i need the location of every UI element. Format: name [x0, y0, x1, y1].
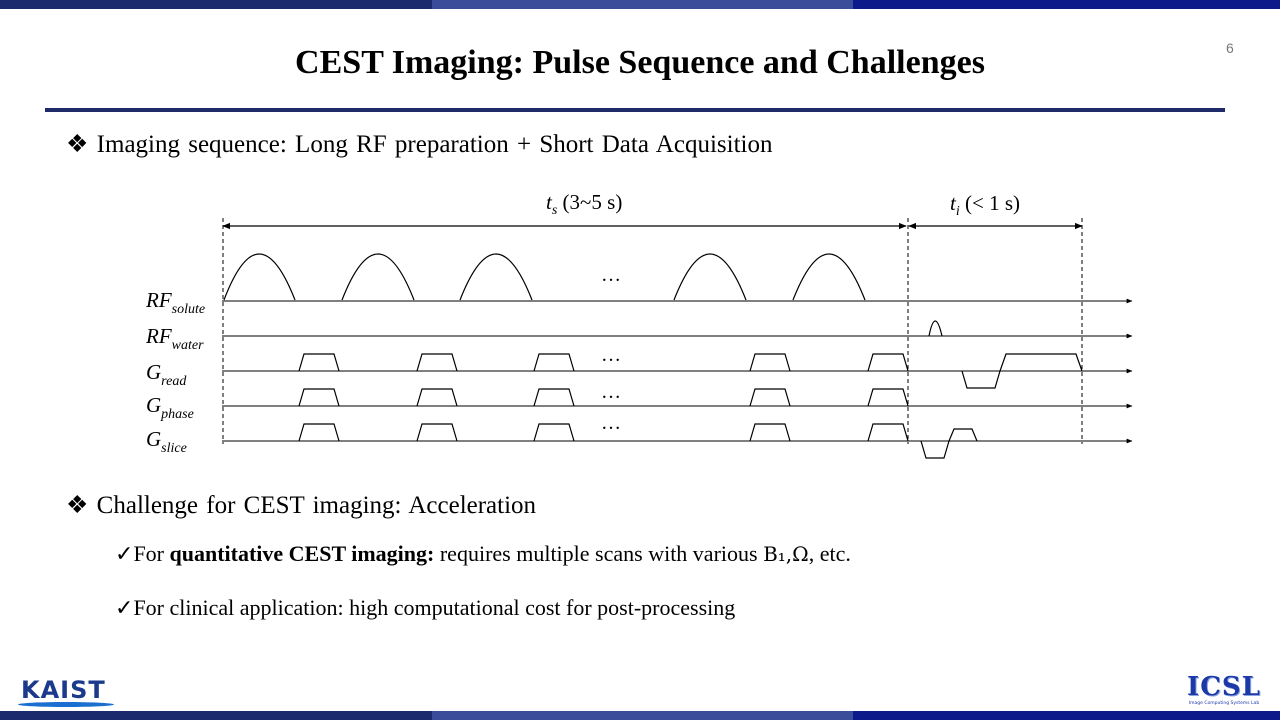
top-color-bar — [0, 0, 1280, 9]
bullet-text: Imaging sequence: Long RF preparation + … — [96, 131, 773, 158]
saturation-rf-pulse — [223, 253, 296, 301]
check-icon: ✓ — [115, 541, 134, 566]
slice-select-gradient — [948, 428, 978, 442]
saturation-rf-pulse — [459, 253, 533, 301]
emphasis-text: quantitative CEST imaging: — [169, 541, 435, 566]
bullet-challenge: ❖ Challenge for CEST imaging: Accelerati… — [66, 490, 536, 520]
slide-title: CEST Imaging: Pulse Sequence and Challen… — [295, 44, 985, 81]
bullet-text: Challenge for CEST imaging: Acceleration — [96, 492, 537, 519]
saturation-rf-pulse — [341, 253, 415, 301]
channel-label-rf-water: RFwater — [145, 324, 204, 353]
bottom-color-bar — [0, 711, 1280, 720]
channel-label-rf-solute: RFsolute — [145, 288, 205, 317]
diamond-bullet-icon: ❖ — [66, 492, 89, 519]
icsl-logo: ICSL Image Computing Systems Lab — [1187, 672, 1261, 706]
page-number: 6 — [1226, 40, 1234, 56]
rf-ellipsis: … — [601, 264, 621, 286]
diamond-bullet-icon: ❖ — [66, 131, 89, 158]
saturation-time-label: ts (3~5 s) — [546, 190, 622, 218]
g-phase-ellipsis: … — [601, 381, 621, 403]
crusher-gradients-read — [298, 353, 909, 372]
title-underline — [45, 108, 1225, 112]
subbullet-quantitative: ✓For quantitative CEST imaging: requires… — [115, 541, 851, 566]
kaist-swoosh-icon — [18, 702, 114, 707]
channel-label-g-read: Gread — [146, 360, 187, 389]
channel-label-g-slice: Gslice — [146, 427, 187, 456]
channel-label-g-phase: Gphase — [146, 393, 194, 422]
readout-gradient — [999, 353, 1083, 372]
math-expression: B₁,Ω — [763, 542, 809, 566]
crusher-gradients-slice — [298, 423, 909, 442]
saturation-rf-pulse — [792, 253, 866, 301]
saturation-rf-pulse — [673, 253, 747, 301]
kaist-logo: KAIST — [18, 676, 118, 710]
crusher-gradients-phase — [298, 388, 909, 407]
subbullet-clinical: ✓For clinical application: high computat… — [115, 595, 736, 620]
check-icon: ✓ — [115, 595, 134, 620]
slice-rephaser-gradient — [920, 440, 950, 459]
read-prephaser-gradient — [961, 370, 1001, 389]
g-slice-ellipsis: … — [601, 412, 621, 434]
bullet-imaging-sequence: ❖ Imaging sequence: Long RF preparation … — [66, 129, 772, 159]
excitation-rf-pulse — [928, 320, 943, 337]
imaging-time-label: ti (< 1 s) — [950, 191, 1020, 219]
g-read-ellipsis: … — [601, 344, 621, 366]
